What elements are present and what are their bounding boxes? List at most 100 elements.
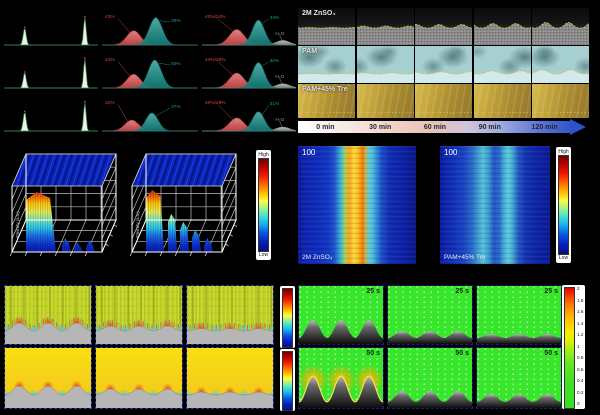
time-label-1: 30 min — [369, 123, 392, 131]
spectrum-plot — [4, 57, 98, 89]
time-axis: 0 min 30 min 60 min 90 min 120 min — [298, 119, 590, 135]
deposit-layer — [356, 112, 414, 114]
sim-time-label: 25 s — [544, 288, 558, 295]
weak-hbond-peak-label: 33% — [270, 15, 280, 21]
raman-spectrum-cell-r1c2: 44%/26% 30% H₂O — [202, 53, 297, 91]
concentration-plot — [477, 348, 561, 408]
concentration-plot — [299, 286, 383, 344]
z-axis-label: Intensity (a.u.) — [15, 211, 20, 238]
microscopy-image-t3 — [473, 8, 531, 45]
heatmap-colorbar: High Low — [556, 147, 571, 263]
microscopy-image-t4 — [532, 46, 589, 83]
raman-spectrum-cell-r1c0 — [4, 53, 98, 91]
conc-sim-cell-r0c1: 25 s — [387, 285, 473, 345]
microscopy-image-t1 — [356, 46, 414, 83]
microscopy-image-t3 — [473, 84, 531, 118]
colorbar-tick: 1.4 — [577, 320, 584, 326]
colorbar-tick: 0.6 — [577, 366, 584, 372]
field-simulation-plot — [0, 348, 96, 408]
conc-sim-cell-r1c2: 50 s — [476, 347, 562, 409]
concentration-plot — [388, 286, 472, 344]
microscopy-image-t3 — [473, 46, 531, 83]
free-water-peak-label: H₂O — [275, 31, 284, 37]
weak-hbond-peak-label: 50% — [171, 61, 181, 67]
raman-spectrum-cell-r0c1: 43% 49% — [102, 10, 198, 48]
microscopy-row-1 — [298, 46, 590, 83]
spectrum-plot — [4, 100, 98, 132]
deposit-layer — [298, 27, 355, 45]
field-simulation-plot — [182, 286, 278, 344]
panel-raman-spectra: 43% 49% 43%/24% 33% H₂O 44% 50% 44%/26% 30% H₂O 31… — [4, 10, 297, 134]
colorbar-tick: 2 — [577, 286, 580, 291]
sample-label-pam: PAM — [302, 48, 318, 55]
raman-spectrum-cell-r2c0 — [4, 96, 98, 134]
colorbar-ticks: 2 1.8 1.6 1.4 1.2 1 0.8 0.6 0.4 0.2 0 — [577, 286, 584, 407]
colorbar-tick: 0 — [577, 401, 580, 407]
concentration-colorbar: 2 1.8 1.6 1.4 1.2 1 0.8 0.6 0.4 0.2 0 — [562, 285, 586, 409]
deposit-layer — [473, 70, 531, 83]
strong-hbond-peak-label: 44% — [105, 57, 115, 63]
sim-time-label: 25 s — [366, 288, 380, 295]
heatmap-texture — [298, 146, 416, 264]
microscopy-image-t2 — [415, 8, 472, 45]
field-colorbar-bottom — [280, 349, 295, 411]
deposit-layer — [532, 69, 589, 83]
strong-hbond-peak-label: 43% — [105, 14, 115, 20]
time-gradient-bar: 0 min 30 min 60 min 90 min 120 min — [298, 121, 572, 133]
field-simulation-plot — [91, 348, 187, 408]
waterfall-plot-left: Intensity (a.u.) — [9, 153, 118, 257]
conc-sim-cell-r1c0: 50 s — [298, 347, 384, 409]
microscopy-image-t0 — [298, 46, 355, 83]
conc-sim-cell-r0c0: 25 s — [298, 285, 384, 345]
microscopy-image-t1 — [356, 8, 414, 45]
concentration-plot — [299, 348, 383, 408]
spectrum-plot: 43%/24% 33% H₂O — [202, 14, 297, 46]
spectrum-plot: 40%/29% 31% H₂O — [202, 100, 297, 132]
weak-hbond-peak-label: 49% — [171, 18, 181, 24]
colorbar-low-label: Low — [558, 255, 569, 261]
heatmap-sample-label: PAM+45% Tre — [444, 254, 486, 261]
colorbar-tick: 0.2 — [577, 389, 584, 395]
deposit-layer — [473, 112, 531, 114]
colorbar-tick: 1.6 — [577, 309, 584, 315]
panel-3d-waterfall: Intensity (a.u.) Intensity (a.u.) High L… — [4, 146, 296, 272]
microscopy-image-t0 — [298, 8, 355, 45]
panel-evaporation-microscopy: 2M ZnSO₄ PAM PAM+45% Tre 0 min 30 min 60 m… — [298, 8, 590, 136]
heatmap-znso4: 100 2M ZnSO₄ — [298, 146, 416, 264]
strong-hbond-peak-label: 44%/26% — [205, 57, 226, 63]
colorbar-low-label: Low — [258, 252, 269, 258]
deposit-layer — [532, 112, 589, 114]
time-label-4: 120 min — [531, 123, 558, 131]
colorbar-gradient — [282, 351, 293, 411]
field-sim-cell-r1c2 — [182, 347, 278, 409]
microscopy-image-t2 — [415, 84, 472, 118]
raman-spectrum-cell-r2c1: 31% 47% — [102, 96, 198, 134]
microscopy-image-t1 — [356, 84, 414, 118]
panel-field-simulation — [0, 285, 296, 411]
deposit-layer — [473, 23, 531, 45]
raman-spectrum-cell-r0c0 — [4, 10, 98, 48]
field-sim-cell-r0c1 — [91, 285, 187, 345]
microscopy-row-2 — [298, 84, 590, 118]
waterfall-colorbar: High Low — [256, 150, 271, 260]
z-axis-label: Intensity (a.u.) — [135, 211, 140, 238]
spectrum-plot: 44% 50% — [102, 57, 198, 89]
sim-time-label: 50 s — [544, 350, 558, 357]
time-label-3: 90 min — [478, 123, 501, 131]
deposit-layer — [356, 72, 414, 83]
field-colorbar-top — [280, 286, 295, 348]
weak-hbond-peak-label: 30% — [270, 58, 280, 64]
deposit-layer — [356, 25, 414, 45]
heatmap-sample-label: 2M ZnSO₄ — [302, 254, 333, 261]
strong-hbond-peak-label: 43%/24% — [205, 14, 226, 20]
heatmap-corner-value: 100 — [302, 148, 316, 157]
conc-sim-cell-r1c1: 50 s — [387, 347, 473, 409]
field-sim-cell-r0c2 — [182, 285, 278, 345]
colorbar-tick: 1 — [577, 343, 580, 349]
time-label-0: 0 min — [316, 123, 335, 131]
weak-hbond-peak-label: 31% — [270, 101, 280, 107]
raman-spectrum-cell-r0c2: 43%/24% 33% H₂O — [202, 10, 297, 48]
strong-hbond-peak-label: 40%/29% — [205, 100, 226, 106]
heatmap-pam-tre: 100 PAM+45% Tre — [440, 146, 550, 264]
spectrum-plot: 43% 49% — [102, 14, 198, 46]
